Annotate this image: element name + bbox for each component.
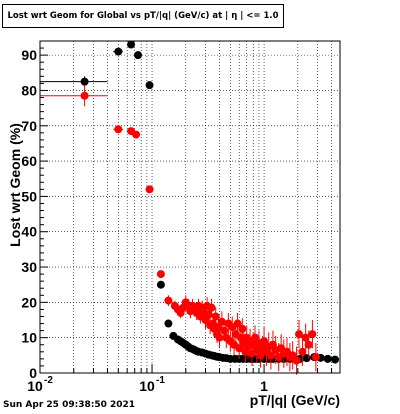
data-point — [295, 330, 304, 339]
data-point — [114, 47, 123, 56]
data-point — [80, 77, 89, 86]
x-tick-label: 1 — [260, 378, 268, 394]
plot-frame — [39, 40, 341, 374]
y-tick-label: 40 — [21, 224, 37, 240]
data-point — [301, 333, 310, 342]
data-point — [164, 296, 173, 305]
data-point — [311, 353, 320, 362]
data-point — [207, 303, 216, 312]
x-tick-exponent: -1 — [156, 375, 165, 386]
data-point — [164, 319, 173, 328]
y-tick-label: 60 — [21, 153, 37, 169]
data-point — [292, 356, 301, 365]
data-point — [233, 319, 242, 328]
data-point — [323, 354, 332, 363]
y-tick-label: 20 — [21, 294, 37, 310]
x-tick-label: 10 — [139, 378, 155, 394]
series-1 — [40, 85, 320, 375]
x-tick-label: 10 — [27, 378, 43, 394]
y-tick-label: 80 — [21, 82, 37, 98]
y-tick-label: 30 — [21, 259, 37, 275]
data-point — [298, 347, 307, 356]
data-point — [134, 51, 143, 60]
data-point — [156, 280, 165, 289]
y-tick-label: 50 — [21, 188, 37, 204]
y-tick-label: 70 — [21, 118, 37, 134]
data-point — [215, 333, 224, 342]
data-point — [132, 130, 141, 139]
data-point — [156, 270, 165, 279]
data-point — [220, 326, 229, 335]
data-point — [145, 81, 154, 90]
y-tick-label: 90 — [21, 47, 37, 63]
x-tick-exponent: -2 — [44, 375, 53, 386]
timestamp-label: Sun Apr 25 09:38:50 2021 — [3, 400, 136, 410]
y-axis-label: Lost wrt Geom (%) — [7, 123, 23, 247]
chart-title: Lost wrt Geom for Global vs pT/|q| (GeV/… — [7, 11, 279, 21]
data-point — [204, 310, 213, 319]
data-point — [331, 355, 340, 364]
data-point — [114, 125, 123, 134]
y-tick-label: 10 — [21, 330, 37, 346]
data-series — [40, 40, 340, 375]
data-point — [145, 185, 154, 194]
x-axis-label: pT/|q| (GeV/c) — [250, 392, 340, 408]
title-box: Lost wrt Geom for Global vs pT/|q| (GeV/… — [2, 4, 284, 28]
y-tick-label: 0 — [29, 365, 37, 381]
data-point — [308, 330, 317, 339]
data-point — [80, 91, 89, 100]
data-point — [211, 312, 220, 321]
data-point — [304, 340, 313, 349]
data-point — [127, 40, 136, 49]
data-point — [238, 324, 247, 333]
